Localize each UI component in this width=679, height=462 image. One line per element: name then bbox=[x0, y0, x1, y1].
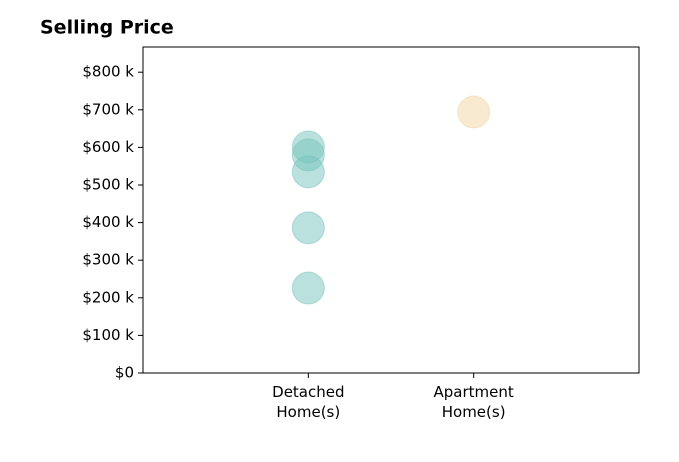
point bbox=[291, 155, 325, 189]
y-tick-label: $100 k bbox=[82, 326, 134, 344]
chart-title: Selling Price bbox=[40, 17, 174, 39]
x-tick-label: Apartment Home(s) bbox=[433, 383, 514, 421]
y-tick-label: $200 k bbox=[82, 288, 134, 306]
x-tick-label: Detached Home(s) bbox=[272, 383, 345, 421]
y-tick-label: $800 k bbox=[82, 63, 134, 81]
point bbox=[291, 211, 325, 245]
plot-frame bbox=[142, 46, 640, 374]
y-tick-label: $500 k bbox=[82, 175, 134, 193]
point bbox=[291, 271, 325, 305]
y-tick-label: $700 k bbox=[82, 100, 134, 118]
y-tick-label: $400 k bbox=[82, 213, 134, 231]
y-tick-label: $0 bbox=[115, 364, 134, 382]
y-tick-label: $300 k bbox=[82, 251, 134, 269]
point bbox=[457, 95, 491, 129]
y-tick-label: $600 k bbox=[82, 138, 134, 156]
